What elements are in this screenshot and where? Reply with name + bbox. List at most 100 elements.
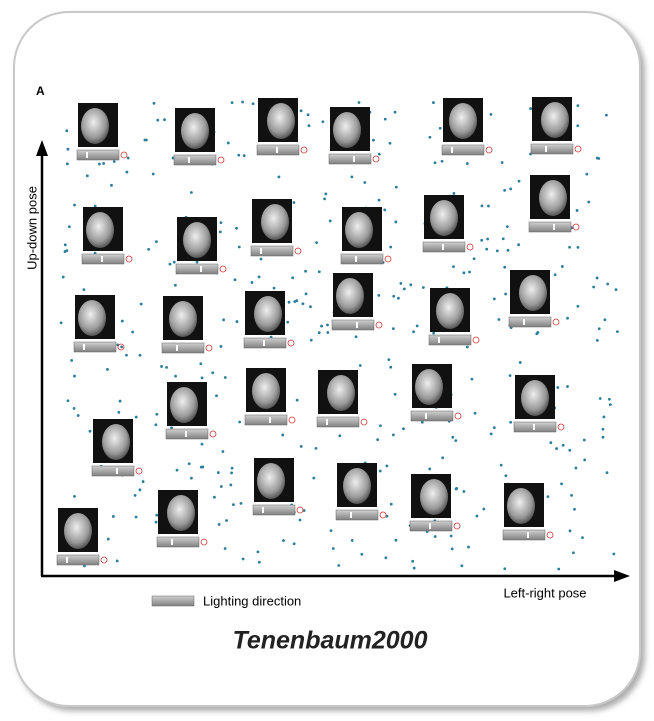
dot bbox=[299, 109, 303, 113]
dot bbox=[215, 394, 218, 398]
dot bbox=[282, 539, 285, 542]
face bbox=[267, 103, 295, 139]
face bbox=[449, 103, 477, 139]
lighting-marker bbox=[86, 152, 88, 158]
dot bbox=[241, 557, 245, 561]
lighting-marker bbox=[171, 539, 173, 545]
dot bbox=[465, 345, 469, 349]
point-marker bbox=[375, 321, 383, 329]
dot bbox=[452, 265, 455, 268]
point-marker bbox=[472, 336, 480, 344]
dot bbox=[138, 488, 142, 492]
dot bbox=[112, 160, 116, 163]
dot bbox=[428, 467, 432, 471]
dot bbox=[222, 318, 225, 322]
face-thumbnail bbox=[173, 108, 225, 166]
dot bbox=[189, 191, 193, 194]
dot bbox=[467, 545, 470, 549]
dot bbox=[154, 520, 158, 524]
dot bbox=[211, 371, 215, 375]
dot bbox=[389, 365, 393, 369]
face bbox=[183, 222, 211, 258]
dot bbox=[509, 420, 513, 424]
dot bbox=[230, 466, 234, 470]
dot bbox=[412, 566, 416, 570]
face-thumbnail bbox=[56, 508, 108, 566]
dot bbox=[320, 324, 323, 328]
face-thumbnail bbox=[244, 368, 296, 426]
point-marker bbox=[384, 255, 392, 263]
point-marker bbox=[557, 423, 565, 431]
face bbox=[102, 424, 130, 460]
dot bbox=[309, 305, 312, 309]
face-thumbnail bbox=[410, 364, 462, 422]
lighting-marker bbox=[269, 417, 271, 423]
point-marker bbox=[209, 430, 217, 438]
dot bbox=[242, 154, 246, 158]
lighting-bar bbox=[340, 253, 384, 265]
dot bbox=[601, 435, 605, 439]
face-thumbnail bbox=[530, 97, 582, 155]
point-marker bbox=[485, 146, 493, 154]
point-marker bbox=[379, 511, 387, 519]
face-thumbnail bbox=[508, 270, 560, 328]
dot bbox=[462, 490, 466, 493]
dot bbox=[329, 529, 333, 532]
lighting-marker bbox=[553, 224, 555, 230]
point-marker bbox=[219, 265, 227, 273]
lighting-marker bbox=[356, 322, 358, 328]
dot bbox=[115, 559, 119, 563]
lighting-bar bbox=[508, 316, 552, 328]
point-marker bbox=[205, 344, 213, 352]
dot bbox=[120, 345, 124, 349]
dot bbox=[576, 245, 580, 249]
dot bbox=[451, 435, 455, 439]
dot bbox=[612, 552, 616, 556]
dot bbox=[433, 535, 437, 538]
dot bbox=[428, 135, 432, 139]
lighting-marker bbox=[101, 256, 103, 262]
dot bbox=[363, 181, 367, 184]
dot bbox=[298, 518, 302, 522]
face bbox=[436, 293, 464, 329]
dot bbox=[225, 519, 228, 522]
dot bbox=[61, 275, 65, 279]
dot bbox=[190, 476, 193, 480]
dot bbox=[561, 443, 565, 447]
dot bbox=[151, 172, 155, 176]
dot bbox=[357, 101, 361, 104]
face bbox=[343, 468, 371, 504]
face-thumbnail bbox=[528, 175, 580, 233]
y-axis-label: Up-down pose bbox=[24, 186, 39, 270]
dot bbox=[73, 203, 76, 207]
y-arrow bbox=[36, 140, 48, 156]
axes bbox=[36, 140, 630, 582]
dot bbox=[438, 126, 442, 130]
dot bbox=[603, 318, 607, 322]
face-thumbnail bbox=[502, 483, 554, 541]
dot bbox=[573, 507, 576, 511]
face-thumbnail bbox=[175, 217, 227, 275]
lighting-bar bbox=[161, 342, 205, 354]
dot bbox=[560, 265, 564, 268]
dot bbox=[219, 345, 223, 348]
dot bbox=[377, 152, 381, 156]
dot bbox=[125, 353, 128, 357]
dot bbox=[393, 110, 397, 114]
lighting-bar bbox=[335, 509, 379, 521]
dot bbox=[605, 113, 608, 117]
dot bbox=[200, 376, 204, 380]
point-marker bbox=[546, 531, 554, 539]
dot bbox=[597, 327, 601, 331]
face bbox=[257, 463, 285, 499]
lighting-marker bbox=[350, 512, 352, 518]
dot bbox=[517, 179, 521, 183]
dot bbox=[394, 538, 398, 542]
dot bbox=[570, 493, 573, 497]
dot bbox=[141, 480, 145, 483]
dot bbox=[508, 374, 512, 378]
dot bbox=[301, 302, 305, 306]
dot bbox=[155, 240, 158, 244]
dot bbox=[138, 353, 142, 357]
